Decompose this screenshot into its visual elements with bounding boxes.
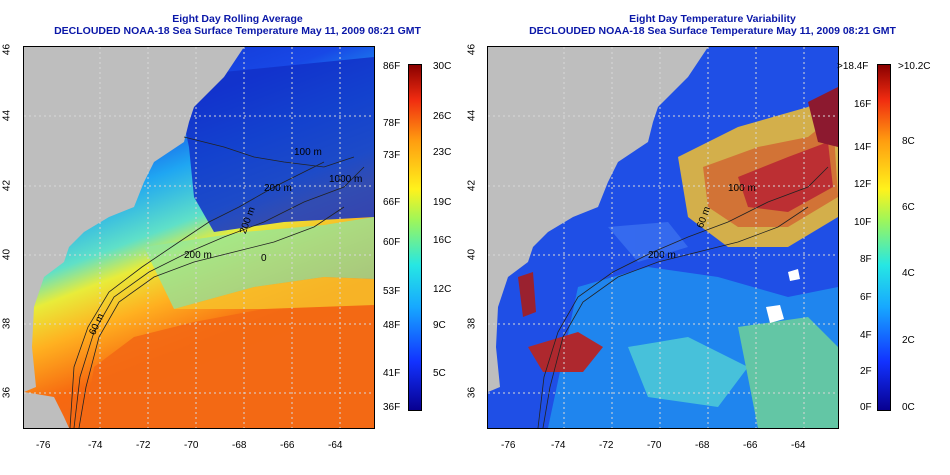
colorbar-label-f: 48F	[383, 320, 401, 331]
colorbar-label-f: 66F	[383, 197, 401, 208]
x-tick-label: -76	[501, 440, 516, 451]
colorbar-label-f: 73F	[383, 150, 401, 161]
colorbar-label-f: 60F	[383, 237, 401, 248]
x-tick-label: -66	[743, 440, 758, 451]
colorbar-label-c: >10.2C	[898, 61, 931, 72]
x-tick-label: -70	[184, 440, 199, 451]
colorbar-label-f: 6F	[860, 292, 872, 303]
graticule	[488, 47, 838, 428]
colorbar-label-c: 30C	[433, 61, 452, 72]
colorbar-label-c: 9C	[433, 320, 446, 331]
contour-label: 200 m	[184, 250, 212, 261]
contour-label: 0	[261, 253, 267, 264]
colorbar-label-c: 5C	[433, 368, 446, 379]
y-tick-label: 36	[1, 386, 13, 399]
colorbar-label-c: 12C	[433, 284, 452, 295]
bathymetry-contours	[69, 136, 365, 428]
colorbar-label-f: 12F	[854, 179, 872, 190]
sst-variability-panel: Eight Day Temperature Variability DECLOU…	[467, 0, 950, 475]
colorbar-label-f: 86F	[383, 61, 401, 72]
missing-data	[766, 269, 800, 323]
x-tick-label: -68	[232, 440, 247, 451]
y-tick-label: 40	[1, 248, 13, 261]
contour-label: 200 m	[648, 250, 676, 261]
colorbar-label-f: 0F	[860, 402, 872, 413]
graticule	[24, 47, 374, 428]
x-tick-label: -76	[36, 440, 51, 451]
x-tick-label: -70	[647, 440, 662, 451]
contour-label: 100 m	[294, 147, 322, 158]
y-tick-label: 42	[1, 179, 13, 192]
contour-label: 200 m	[264, 183, 292, 194]
colorbar-label-c: 8C	[902, 136, 915, 147]
panel-title: Eight Day Temperature Variability	[629, 13, 796, 25]
colorbar-label-f: 78F	[383, 118, 401, 129]
x-tick-label: -64	[791, 440, 806, 451]
x-tick-label: -74	[88, 440, 103, 451]
colorbar-label-c: 2C	[902, 335, 915, 346]
y-tick-label: 46	[1, 43, 13, 56]
contour-label: 1000 m	[329, 174, 363, 185]
temperature-colorbar	[408, 64, 422, 411]
colorbar-label-f: 4F	[860, 330, 872, 341]
y-tick-label: 36	[466, 386, 478, 399]
colorbar-label-c: 23C	[433, 147, 452, 158]
panel-subtitle: DECLOUDED NOAA-18 Sea Surface Temperatur…	[54, 25, 421, 37]
colorbar-label-f: 53F	[383, 286, 401, 297]
y-tick-label: 38	[1, 317, 13, 330]
y-tick-label: 42	[466, 179, 478, 192]
variability-colorbar	[877, 64, 891, 411]
y-tick-label: 44	[1, 109, 13, 122]
colorbar-label-f: 41F	[383, 368, 401, 379]
colorbar-label-f: 16F	[854, 99, 872, 110]
land-mass	[24, 47, 244, 392]
colorbar-label-c: 19C	[433, 197, 452, 208]
colorbar-label-c: 16C	[433, 235, 452, 246]
sst-average-panel: Eight Day Rolling Average DECLOUDED NOAA…	[1, 13, 452, 451]
y-tick-label: 40	[466, 248, 478, 261]
colorbar-label-c: 0C	[902, 402, 915, 413]
x-tick-label: -64	[328, 440, 343, 451]
y-tick-label: 44	[466, 109, 478, 122]
colorbar-label-c: 26C	[433, 111, 452, 122]
contour-label: 100 m	[728, 183, 756, 194]
colorbar-label-c: 4C	[902, 268, 915, 279]
colorbar-label-f: 14F	[854, 142, 872, 153]
x-tick-label: -74	[551, 440, 566, 451]
y-tick-label: 38	[466, 317, 478, 330]
x-tick-label: -72	[599, 440, 614, 451]
sst-average-map: 200 m 60 m 100 m 1000 m 200 m 200 m 0	[23, 46, 375, 429]
colorbar-label-f: 8F	[860, 254, 872, 265]
colorbar-label-f: >18.4F	[837, 61, 869, 72]
bathymetry-contours	[537, 166, 829, 428]
colorbar-label-c: 6C	[902, 202, 915, 213]
x-tick-label: -72	[136, 440, 151, 451]
colorbar-label-f: 36F	[383, 402, 401, 413]
colorbar-label-f: 10F	[854, 217, 872, 228]
colorbar-label-f: 2F	[860, 366, 872, 377]
panel-subtitle: DECLOUDED NOAA-18 Sea Surface Temperatur…	[529, 25, 896, 37]
x-tick-label: -68	[695, 440, 710, 451]
sst-variability-map: 200 m 60 m 100 m	[487, 46, 839, 429]
land-mass	[488, 47, 708, 392]
x-tick-label: -66	[280, 440, 295, 451]
y-tick-label: 46	[466, 43, 478, 56]
panel-title: Eight Day Rolling Average	[172, 13, 303, 25]
